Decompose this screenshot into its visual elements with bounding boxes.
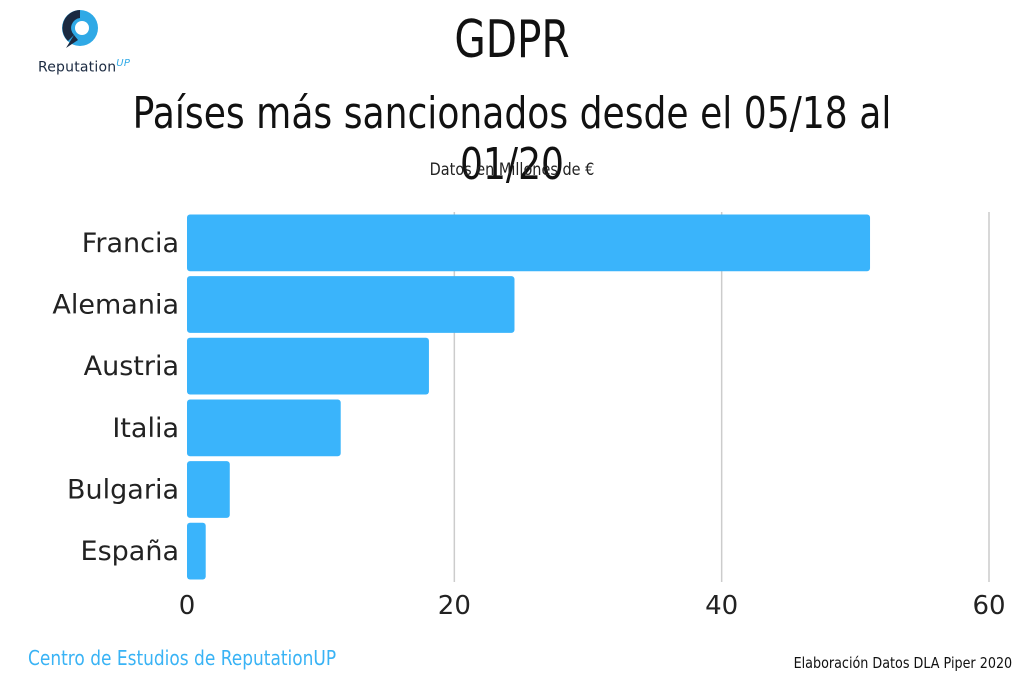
bar-3 (187, 399, 341, 457)
x-tick-label-2: 40 (705, 591, 738, 621)
bar-2 (187, 337, 429, 395)
category-label-5: España (81, 536, 179, 567)
category-label-4: Bulgaria (67, 475, 179, 506)
page-title: GDPR (454, 10, 570, 70)
chart-subtitle: Países más sancionados desde el 05/18 al… (132, 88, 892, 190)
x-tick-label-1: 20 (438, 591, 471, 621)
x-tick-label-0: 0 (179, 591, 196, 621)
bar-1 (187, 276, 515, 333)
units-note: Datos en Millones de € (429, 160, 595, 180)
footer-source-left: Centro de Estudios de ReputationUP (28, 646, 337, 670)
category-label-0: Francia (82, 228, 179, 259)
logo: ReputationUP (14, 8, 154, 78)
category-label-2: Austria (84, 351, 179, 382)
logo-brand-suffix: UP (116, 58, 131, 69)
logo-brand: Reputation (37, 59, 117, 76)
category-label-3: Italia (112, 413, 179, 444)
logo-mark-icon (62, 10, 98, 48)
logo-wordmark: ReputationUP (14, 58, 154, 76)
footer-source-right: Elaboración Datos DLA Piper 2020 (793, 654, 1012, 672)
category-label-1: Alemania (52, 290, 179, 321)
bar-5 (187, 522, 206, 580)
x-tick-label-3: 60 (972, 591, 1005, 621)
bar-0 (187, 214, 871, 272)
bar-4 (187, 461, 230, 518)
